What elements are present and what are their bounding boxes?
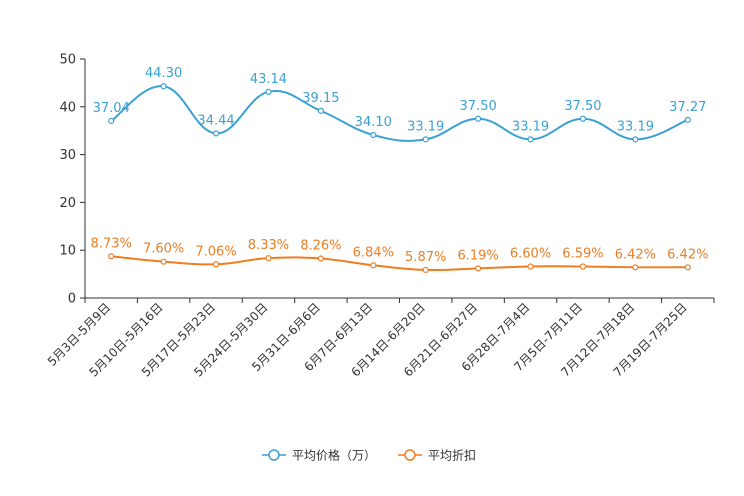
data-label: 7.06% [195,244,236,259]
legend-item-0[interactable]: 平均价格（万） [262,448,376,463]
legend-marker-icon [404,449,416,461]
data-point [212,261,220,268]
series-line [111,255,688,272]
data-point [370,131,377,139]
data-label: 5.87% [405,250,446,265]
data-point [370,262,377,269]
data-point [422,266,429,274]
y-tick-label: 50 [59,53,76,68]
data-point [684,116,691,123]
data-label: 7.60% [143,242,184,257]
data-point [579,263,587,270]
y-tick-label: 10 [59,244,76,259]
data-label: 44.30 [145,66,182,81]
legend-label: 平均价格（万） [292,448,376,463]
data-point [108,253,115,260]
data-point [475,265,482,272]
data-label: 6.60% [510,246,551,261]
legend[interactable]: 平均价格（万） 平均折扣 [262,448,476,463]
data-point [212,130,220,137]
data-label: 34.44 [197,113,234,128]
data-label: 6.84% [353,245,394,260]
data-label: 33.19 [617,119,654,134]
legend-marker-icon [268,449,280,461]
data-point [265,88,272,95]
data-point [475,115,482,122]
series-1: 8.73% 7.60% 7.06% 8.33% 8.26% 6.84% 5.87% 6.19%… [91,236,708,274]
data-label: 6.59% [562,246,603,261]
data-label: 8.33% [248,238,289,253]
data-point [317,255,324,262]
data-point [527,136,534,143]
data-point [632,136,639,143]
data-point [632,264,639,271]
data-point [684,264,691,271]
legend-label: 平均折扣 [428,448,476,463]
data-point [160,83,167,90]
data-point [108,117,115,125]
data-point [527,263,534,270]
data-point [579,115,587,122]
series-0: 37.04 44.30 34.44 43.14 39.15 34.10 33.19 37.50… [93,66,706,143]
y-tick-label: 20 [59,196,76,211]
data-label: 43.14 [250,72,287,87]
data-point [422,136,429,143]
data-point [265,255,272,262]
data-label: 6.42% [667,247,708,262]
data-label: 8.26% [300,239,341,254]
data-label: 34.10 [355,115,392,130]
y-tick-label: 40 [59,100,76,115]
y-tick-label: 30 [59,148,76,163]
axes: 010203040505月3日-5月9日5月10日-5月16日5月17日-5月2… [45,53,715,380]
data-point [160,258,167,265]
data-label: 33.19 [407,119,444,134]
data-label: 37.27 [669,100,706,115]
data-label: 6.19% [457,248,498,263]
data-label: 33.19 [512,119,549,134]
data-label: 37.04 [93,101,130,116]
data-label: 37.50 [564,99,601,114]
data-label: 37.50 [460,99,497,114]
data-label: 39.15 [302,91,339,106]
legend-item-1[interactable]: 平均折扣 [398,448,476,463]
series-group: 37.04 44.30 34.44 43.14 39.15 34.10 33.19 37.50… [91,66,708,274]
data-point [317,107,324,114]
data-label: 6.42% [615,247,656,262]
data-label: 8.73% [91,236,132,251]
y-tick-label: 0 [68,292,76,307]
